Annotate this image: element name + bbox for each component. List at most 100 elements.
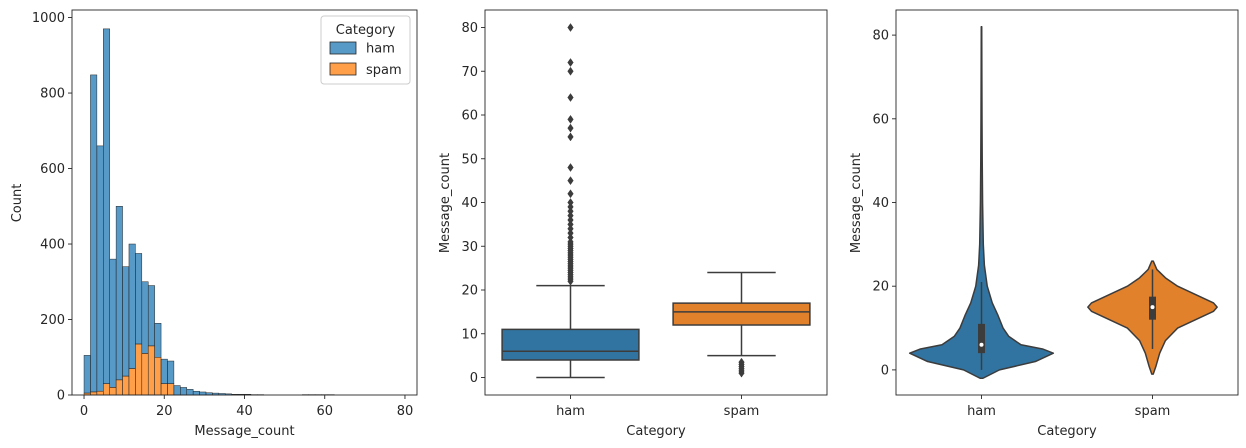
bar-spam xyxy=(115,379,123,396)
outlier-point xyxy=(567,163,574,172)
y-tick-label: 600 xyxy=(40,162,65,177)
outlier-point xyxy=(567,189,574,199)
y-tick-label: 400 xyxy=(40,238,65,253)
boxplot-y-ticks: 0 10 20 30 40 50 60 70 80 xyxy=(461,21,485,386)
x-tick-label: 0 xyxy=(80,404,88,419)
violin-panel: ham spam 0 20 40 60 80 Category Message_count xyxy=(849,9,1239,439)
bar-ham xyxy=(192,390,200,396)
y-tick-label: 1000 xyxy=(32,11,65,26)
violin-x-ticks: ham spam xyxy=(967,395,1170,419)
bar-ham xyxy=(115,206,123,381)
bar-ham xyxy=(135,253,143,345)
y-tick-label: 0 xyxy=(470,371,478,386)
boxplot-x-label: Category xyxy=(626,424,686,439)
x-tick-label: ham xyxy=(967,404,996,419)
y-tick-label: 800 xyxy=(40,87,65,102)
bar-ham xyxy=(199,391,207,396)
bar-spam xyxy=(160,383,168,396)
outlier-point xyxy=(567,66,574,76)
outlier-point xyxy=(567,198,574,207)
bar-ham xyxy=(96,145,104,392)
y-tick-label: 20 xyxy=(461,284,478,299)
x-tick-label: 40 xyxy=(236,404,253,419)
x-tick-label: spam xyxy=(1135,404,1171,419)
bar-ham xyxy=(180,387,187,396)
bar-spam xyxy=(96,390,104,396)
legend-label-spam: spam xyxy=(366,63,402,78)
bar-ham xyxy=(167,360,175,384)
histogram-x-ticks: 0 20 40 60 80 xyxy=(80,395,413,419)
bar-ham xyxy=(173,385,181,396)
bar-ham xyxy=(109,258,117,388)
bar-ham xyxy=(103,28,110,384)
bar-spam xyxy=(167,383,175,396)
bar-ham xyxy=(90,74,98,393)
x-tick-label: 80 xyxy=(397,404,414,419)
bar-spam xyxy=(135,343,143,396)
outlier-point xyxy=(738,357,745,367)
violin-median-dot xyxy=(979,342,984,347)
box-spam xyxy=(672,302,811,326)
bar-ham xyxy=(154,323,162,358)
bar-ham xyxy=(160,358,168,384)
y-tick-label: 10 xyxy=(461,327,478,342)
legend-swatch-spam xyxy=(329,62,357,76)
y-tick-label: 70 xyxy=(461,65,478,80)
boxplot-y-label: Message_count xyxy=(438,153,453,253)
y-tick-label: 80 xyxy=(461,21,478,36)
x-tick-label: 60 xyxy=(316,404,333,419)
histogram-bars xyxy=(83,28,335,396)
bar-ham xyxy=(128,243,136,369)
violin-axes-frame xyxy=(895,9,1239,396)
outlier-point xyxy=(567,114,574,124)
bar-spam xyxy=(128,368,136,396)
violin-x-label: Category xyxy=(1037,424,1097,439)
outlier-point xyxy=(567,176,574,186)
histogram-y-ticks: 0 200 400 600 800 1000 xyxy=(32,11,72,404)
legend-swatch-ham xyxy=(329,41,357,55)
outlier-point xyxy=(567,123,574,133)
y-tick-label: 30 xyxy=(461,240,478,255)
legend-title: Category xyxy=(336,23,396,38)
x-tick-label: 20 xyxy=(156,404,173,419)
bar-ham xyxy=(122,266,130,377)
outlier-point xyxy=(567,23,574,32)
histogram-x-label: Message_count xyxy=(194,424,294,439)
bar-spam xyxy=(154,357,162,396)
violin-marks xyxy=(908,25,1218,380)
legend-label-ham: ham xyxy=(366,42,395,57)
violin-ham xyxy=(908,25,1055,380)
bar-spam xyxy=(147,345,155,396)
boxplot-x-ticks: ham spam xyxy=(556,395,759,419)
bar-spam xyxy=(90,391,98,396)
violin-median-dot xyxy=(1150,305,1155,310)
y-tick-label: 60 xyxy=(872,112,889,127)
y-tick-label: 20 xyxy=(872,280,889,295)
violin-iqr-box xyxy=(978,323,985,354)
bar-ham xyxy=(186,389,194,396)
histogram-panel: 0 20 40 60 80 0 200 400 600 800 1000 Message_coun… xyxy=(10,9,418,439)
y-tick-label: 0 xyxy=(881,363,889,378)
bar-spam xyxy=(141,353,149,396)
violin-y-ticks: 0 20 40 60 80 xyxy=(872,29,896,378)
x-tick-label: spam xyxy=(724,404,760,419)
y-tick-label: 50 xyxy=(461,152,478,167)
box-ham xyxy=(501,328,640,361)
y-tick-label: 60 xyxy=(461,109,478,124)
y-tick-label: 40 xyxy=(872,196,889,211)
bar-ham xyxy=(147,285,155,347)
x-tick-label: ham xyxy=(556,404,585,419)
y-tick-label: 80 xyxy=(872,29,889,44)
histogram-legend: Category ham spam xyxy=(320,15,411,85)
histogram-y-label: Count xyxy=(10,184,25,223)
violin-y-label: Message_count xyxy=(849,153,864,253)
bar-spam xyxy=(103,383,110,396)
y-tick-label: 0 xyxy=(57,389,65,404)
outlier-point xyxy=(567,132,574,142)
y-tick-label: 40 xyxy=(461,196,478,211)
outlier-point xyxy=(567,93,574,102)
bar-spam xyxy=(122,375,130,396)
bar-spam xyxy=(109,387,117,396)
bar-ham xyxy=(83,355,91,394)
